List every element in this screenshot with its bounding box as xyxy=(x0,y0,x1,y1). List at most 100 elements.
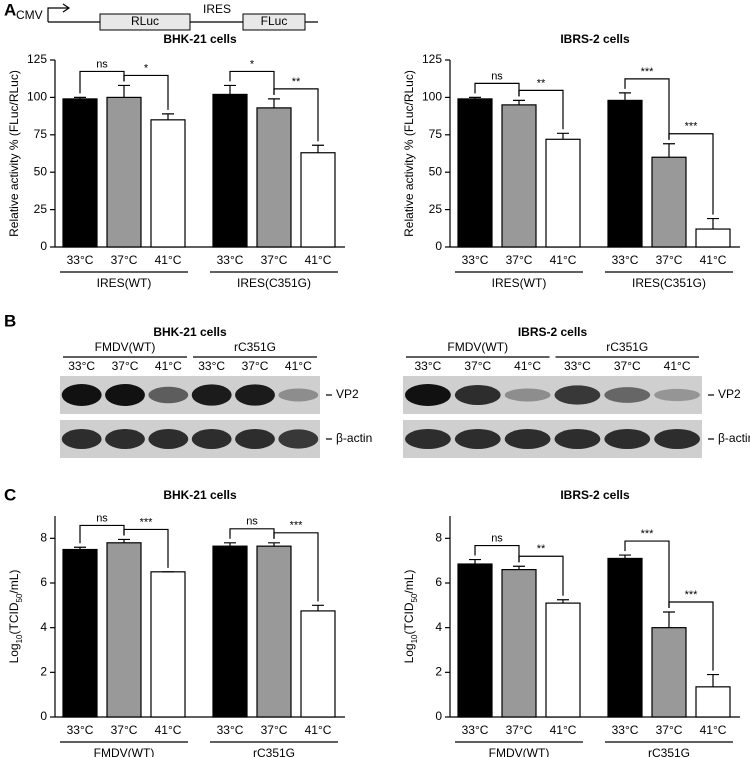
group-label: rC351G xyxy=(253,746,295,757)
x-tick-label: 41°C xyxy=(550,253,577,267)
significance-label: ns xyxy=(96,58,108,70)
error-bar xyxy=(663,611,675,628)
y-axis-label-part: 50 xyxy=(410,593,419,602)
significance-label: ** xyxy=(537,543,546,555)
error-bar xyxy=(118,538,130,543)
lane-label: 41°C xyxy=(285,359,312,373)
blot-band xyxy=(235,384,275,406)
y-tick-label: 75 xyxy=(429,127,443,141)
x-tick-label: 41°C xyxy=(700,253,727,267)
error-bar xyxy=(224,542,236,547)
bar xyxy=(106,96,142,248)
error-bar xyxy=(312,144,324,153)
bar xyxy=(212,545,248,718)
y-tick-label: 8 xyxy=(40,531,47,545)
significance-bracket xyxy=(624,78,670,140)
y-axis-label-part: 50 xyxy=(15,593,24,602)
bar xyxy=(62,548,98,718)
x-tick-label: 37°C xyxy=(656,723,683,737)
error-bar xyxy=(513,565,525,570)
y-axis-label-part: Log xyxy=(402,643,416,663)
x-tick-label: 33°C xyxy=(612,253,639,267)
blot-strip xyxy=(403,420,702,458)
significance-label: *** xyxy=(641,66,655,78)
row-label: β-actin xyxy=(718,431,750,445)
blot-group-label: FMDV(WT) xyxy=(447,340,508,354)
significance-label: ns xyxy=(246,516,258,528)
y-tick-label: 100 xyxy=(422,90,442,104)
significance-bracket xyxy=(273,88,319,142)
significance-bracket xyxy=(229,528,275,539)
x-tick-label: 41°C xyxy=(700,723,727,737)
error-bar xyxy=(469,96,481,99)
error-bar xyxy=(268,542,280,547)
group-label: IRES(WT) xyxy=(97,276,152,290)
x-tick-label: 33°C xyxy=(217,723,244,737)
y-tick-label: 75 xyxy=(34,127,48,141)
bar xyxy=(695,686,731,718)
blot-strip xyxy=(403,376,702,414)
y-axis-label: Relative activity % (FLuc/RLuc) xyxy=(7,70,21,237)
y-tick-label: 6 xyxy=(40,575,47,589)
significance-label: ns xyxy=(96,512,108,524)
error-bar xyxy=(707,673,719,687)
y-tick-label: 2 xyxy=(40,665,47,679)
blot-band xyxy=(504,429,551,449)
element-label: IRES xyxy=(203,2,231,16)
x-tick-label: 41°C xyxy=(305,253,332,267)
error-bar xyxy=(707,217,719,230)
lane-label: 33°C xyxy=(415,359,442,373)
significance-bracket xyxy=(624,540,670,609)
blot-band xyxy=(105,384,145,406)
y-tick-label: 50 xyxy=(429,164,443,178)
significance-label: ns xyxy=(491,70,503,82)
y-tick-label: 4 xyxy=(40,620,47,634)
panel-label: A xyxy=(4,0,16,19)
significance-label: *** xyxy=(641,528,655,540)
y-axis-label-part: (TCID xyxy=(402,602,416,634)
blot-band xyxy=(604,387,651,403)
bar xyxy=(545,602,581,718)
bar xyxy=(651,627,687,718)
error-bar xyxy=(557,132,569,140)
panel-label: C xyxy=(4,485,16,504)
significance-bracket xyxy=(273,532,319,602)
blot-band xyxy=(404,429,451,449)
row-label: VP2 xyxy=(718,387,741,401)
lane-label: 37°C xyxy=(242,359,269,373)
significance-label: ** xyxy=(537,77,546,89)
bar xyxy=(651,156,687,248)
error-bar xyxy=(224,84,236,95)
blot-band xyxy=(654,429,701,449)
blot-band xyxy=(604,429,651,449)
x-tick-label: 33°C xyxy=(462,253,489,267)
bar xyxy=(695,228,731,248)
lane-label: 33°C xyxy=(198,359,225,373)
error-bar xyxy=(118,84,130,98)
error-bar xyxy=(312,604,324,611)
y-axis-label: Log10(TCID50/mL) xyxy=(402,570,418,664)
blot-band xyxy=(504,388,551,402)
chart-title: IBRS-2 cells xyxy=(560,488,630,502)
bar xyxy=(150,571,186,718)
error-bar xyxy=(74,96,86,99)
lane-label: 37°C xyxy=(614,359,641,373)
lane-label: 37°C xyxy=(112,359,139,373)
error-bar xyxy=(162,113,174,120)
bar xyxy=(607,99,643,248)
significance-label: *** xyxy=(685,589,699,601)
x-tick-label: 33°C xyxy=(217,253,244,267)
y-tick-label: 125 xyxy=(27,52,47,66)
x-tick-label: 37°C xyxy=(261,253,288,267)
blot-band xyxy=(554,429,601,449)
lane-label: 33°C xyxy=(564,359,591,373)
y-axis-label-part: /mL) xyxy=(402,570,416,594)
blot-band xyxy=(278,388,319,402)
x-tick-label: 41°C xyxy=(155,723,182,737)
y-tick-label: 0 xyxy=(40,709,47,723)
significance-label: ** xyxy=(292,76,301,88)
blot-band xyxy=(235,429,275,449)
x-tick-label: 41°C xyxy=(550,723,577,737)
bar xyxy=(607,557,643,718)
significance-bracket xyxy=(518,555,564,596)
